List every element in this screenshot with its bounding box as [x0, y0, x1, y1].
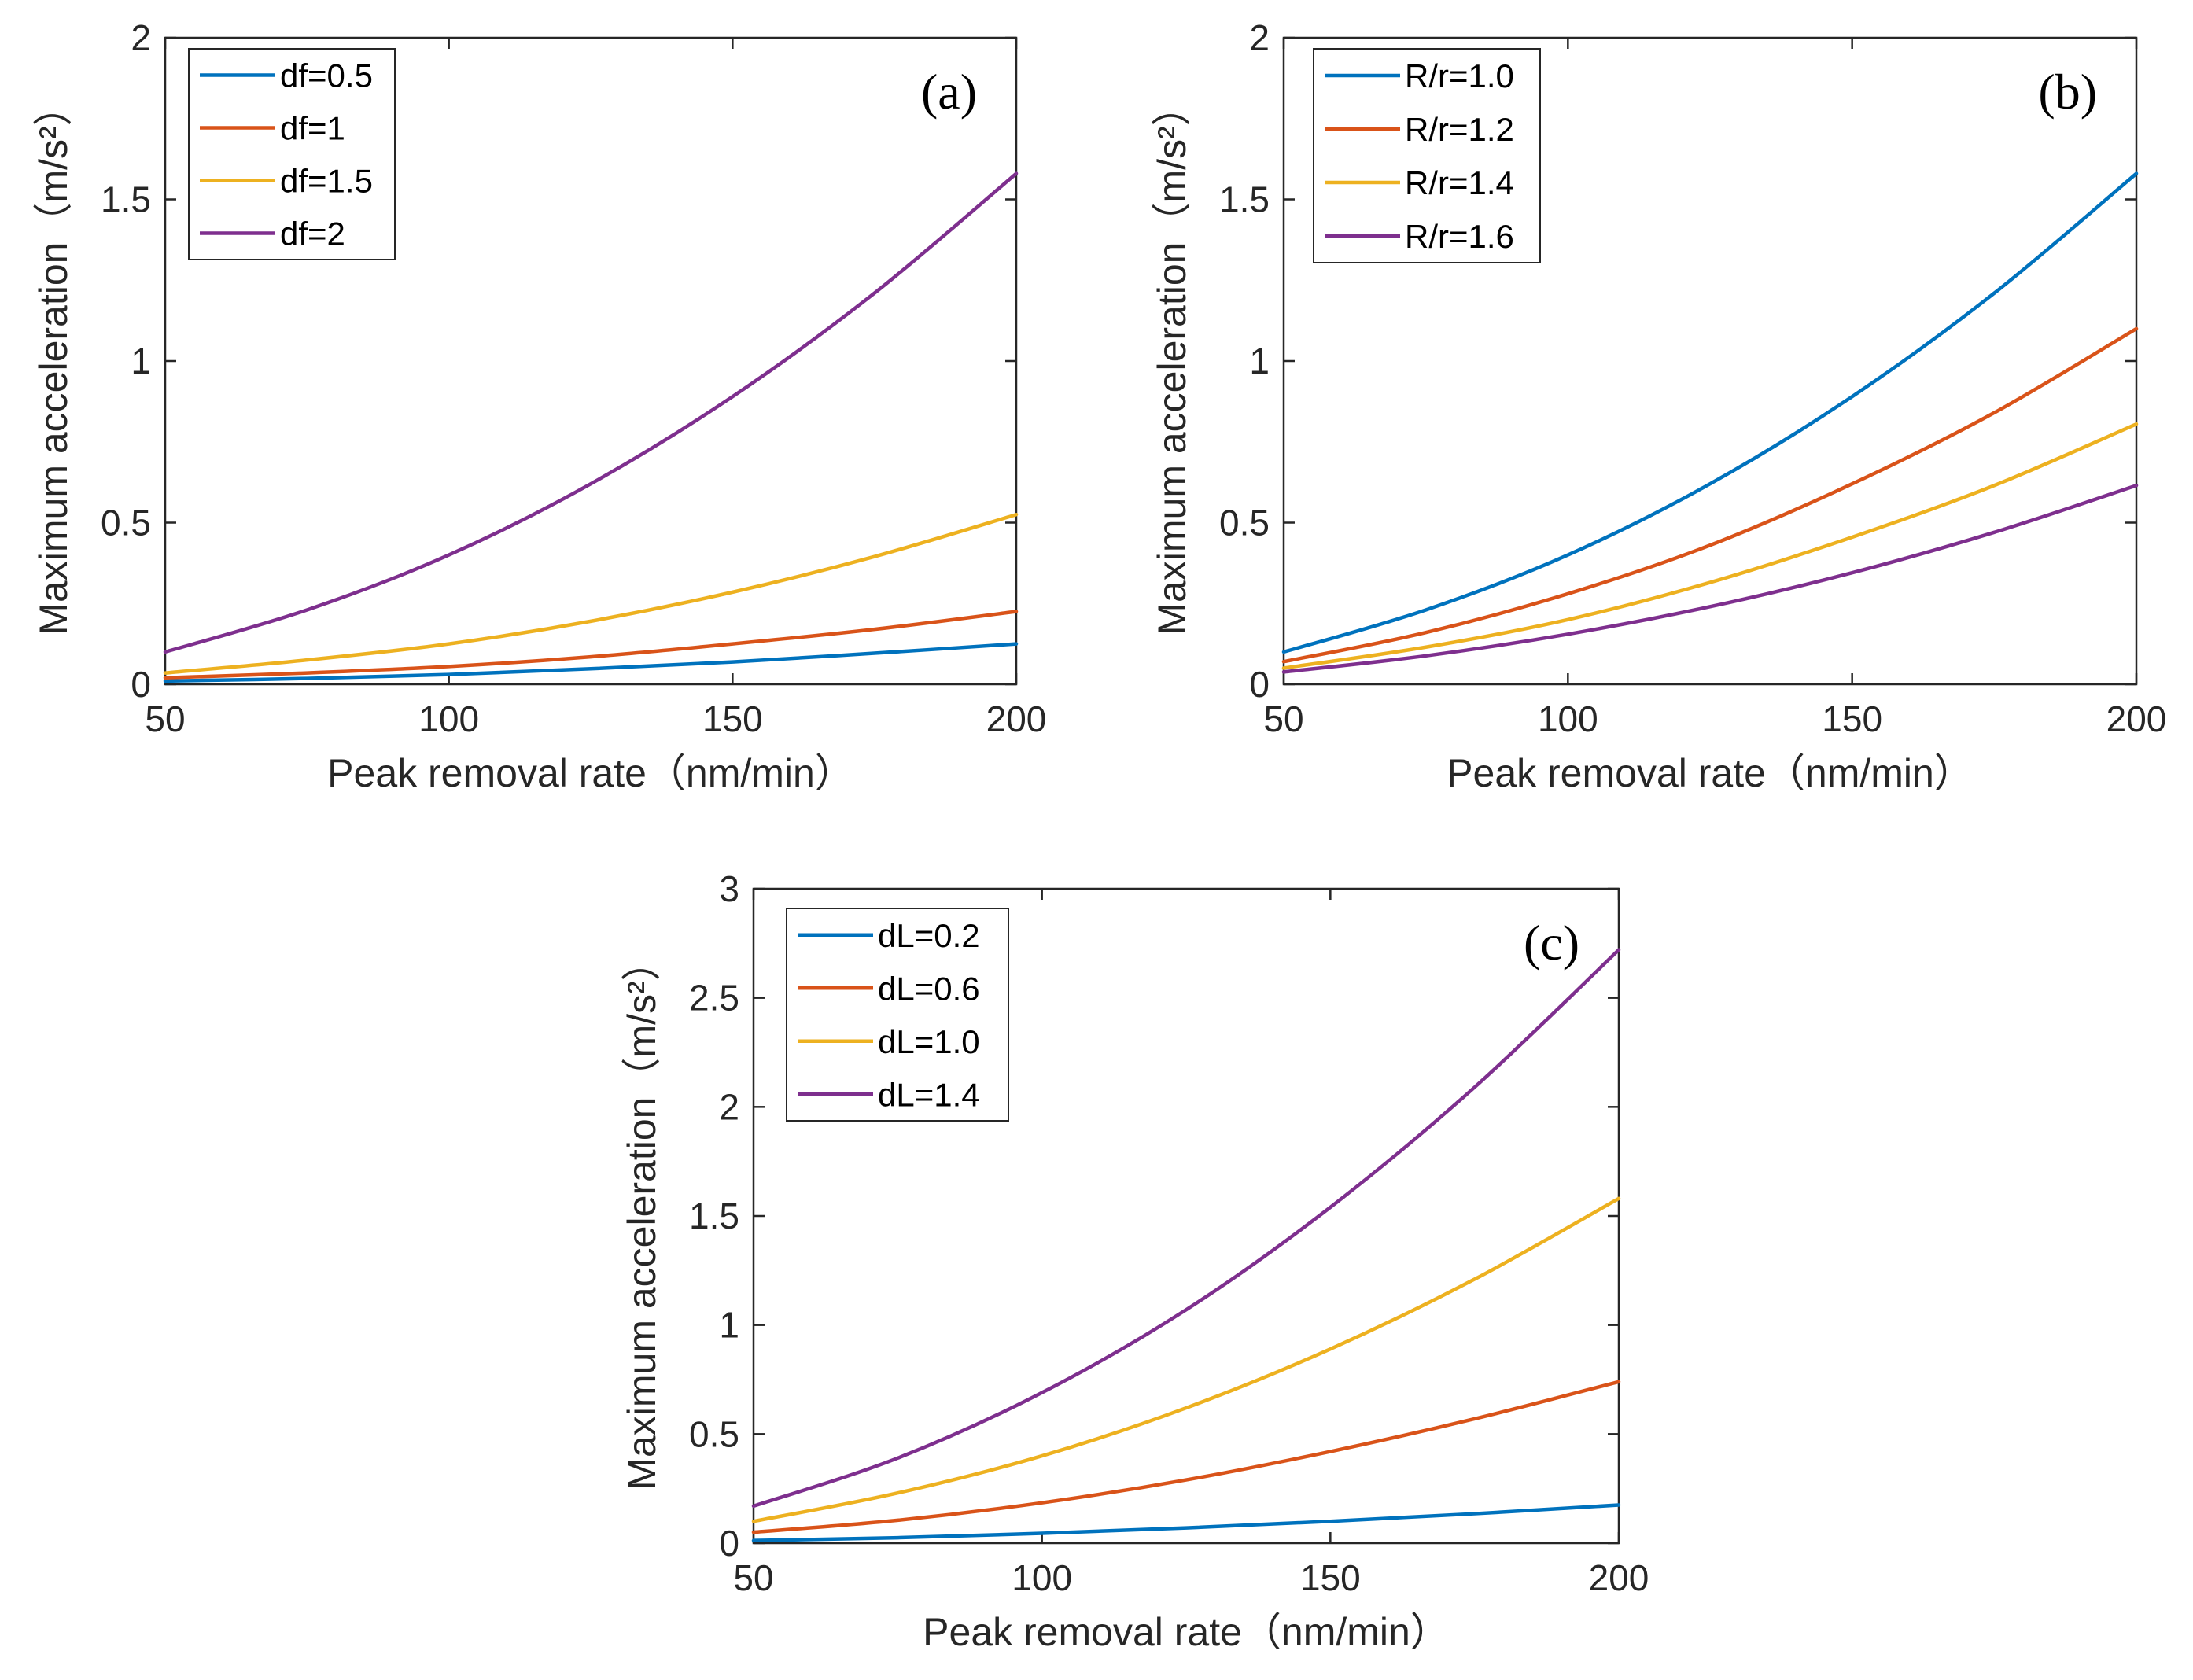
chart-panel-1: 50 100 150 200 0 0.5 1 1.5 2 Peak removal rate（nm… — [31, 17, 1046, 795]
legend-entry: dL=0.2 — [878, 917, 980, 954]
series-line-2 — [163, 610, 1019, 680]
legend: dL=0.2 dL=0.6 dL=1.0 dL=1.4 — [786, 908, 1009, 1122]
legend-box — [1313, 48, 1541, 263]
x-axis-label: Peak removal rate（nm/min） — [1447, 751, 1974, 795]
legend-entry: dL=1.0 — [878, 1023, 980, 1060]
y-tick-label: 0.5 — [101, 503, 151, 543]
x-axis-label: Peak removal rate（nm/min） — [923, 1610, 1450, 1654]
y-axis-label: Maximum acceleration（m/s²） — [620, 941, 664, 1490]
legend-entry: R/r=1.2 — [1405, 111, 1514, 148]
y-tick-label: 1 — [1249, 341, 1270, 381]
panel-label: (b) — [2038, 64, 2097, 120]
y-tick-label: 2 — [719, 1086, 739, 1127]
x-tick-label: 100 — [1538, 698, 1598, 739]
y-tick-label: 1.5 — [101, 179, 151, 220]
series-line-3 — [751, 1196, 1621, 1523]
x-tick-label: 150 — [1300, 1557, 1361, 1598]
legend-box — [786, 908, 1009, 1122]
y-tick-label: 1.5 — [689, 1196, 739, 1236]
series-line-1 — [1281, 171, 2139, 654]
x-tick-label: 150 — [702, 698, 763, 739]
series-line-1 — [163, 642, 1019, 683]
y-tick-label: 1 — [131, 341, 151, 381]
y-tick-label: 3 — [719, 868, 739, 909]
x-tick-label: 200 — [1589, 1557, 1649, 1598]
y-tick-label: 0 — [131, 664, 151, 705]
legend-entry: df=2 — [280, 216, 345, 252]
x-tick-label: 100 — [1012, 1557, 1072, 1598]
y-tick-label: 2.5 — [689, 978, 739, 1019]
x-tick-label: 50 — [145, 698, 185, 739]
series-line-2 — [751, 1380, 1621, 1534]
legend-box — [188, 48, 396, 260]
y-axis-label: Maximum acceleration（m/s²） — [1150, 87, 1194, 635]
series-line-3 — [1281, 422, 2139, 670]
legend: df=0.5 df=1 df=1.5 df=2 — [188, 48, 396, 260]
legend-entry: df=1.5 — [280, 163, 373, 200]
y-tick-label: 1 — [719, 1305, 739, 1346]
panel-label: (a) — [921, 64, 977, 120]
y-tick-label: 2 — [131, 17, 151, 58]
series-line-2 — [1281, 326, 2139, 664]
y-tick-label: 0.5 — [1219, 503, 1270, 543]
y-tick-label: 0.5 — [689, 1413, 739, 1454]
series-line-1 — [751, 1503, 1621, 1542]
legend-entry: dL=0.6 — [878, 970, 980, 1007]
x-tick-label: 50 — [1263, 698, 1303, 739]
series-line-3 — [163, 512, 1019, 675]
legend-entry: dL=1.4 — [878, 1076, 980, 1113]
legend-entry: R/r=1.0 — [1405, 57, 1514, 94]
legend-entry: df=0.5 — [280, 57, 373, 94]
y-tick-label: 2 — [1249, 17, 1270, 58]
x-axis-label: Peak removal rate（nm/min） — [327, 751, 854, 795]
y-tick-label: 0 — [719, 1523, 739, 1564]
legend-entry: R/r=1.4 — [1405, 164, 1514, 201]
legend-entry: R/r=1.6 — [1405, 218, 1514, 255]
chart-panel-3: 50 100 150 200 0 0.5 1 1.5 2 2.5 3 Peak removal rat… — [620, 868, 1649, 1654]
x-tick-label: 200 — [2106, 698, 2167, 739]
y-tick-label: 0 — [1249, 664, 1270, 705]
y-axis-label: Maximum acceleration（m/s²） — [31, 87, 76, 635]
panel-label: (c) — [1524, 915, 1579, 971]
series-line-4 — [751, 948, 1621, 1509]
legend-entry: df=1 — [280, 110, 345, 147]
x-tick-label: 50 — [733, 1557, 773, 1598]
y-tick-label: 1.5 — [1219, 179, 1270, 220]
x-tick-label: 150 — [1822, 698, 1882, 739]
chart-panel-2: 50 100 150 200 0 0.5 1 1.5 2 Peak removal rate（nm… — [1150, 17, 2166, 795]
legend: R/r=1.0 R/r=1.2 R/r=1.4 R/r=1.6 — [1313, 48, 1541, 263]
series-line-4 — [163, 171, 1019, 654]
x-tick-label: 200 — [986, 698, 1047, 739]
x-tick-label: 100 — [418, 698, 479, 739]
series-line-4 — [1281, 483, 2139, 674]
